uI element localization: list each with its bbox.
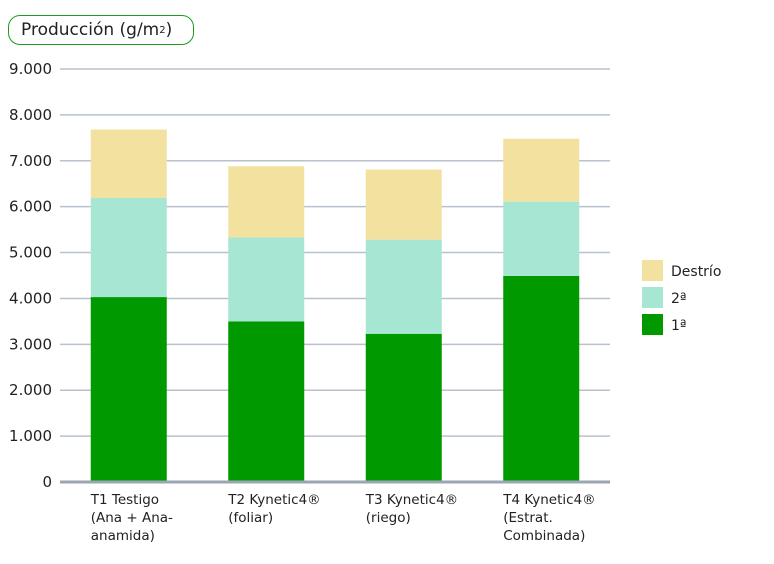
bar-segment bbox=[228, 166, 305, 238]
y-tick-label: 8.000 bbox=[9, 106, 52, 124]
x-tick-label-line: T3 Kynetic4® bbox=[365, 492, 458, 508]
bar-segment bbox=[365, 169, 442, 240]
bar-segment bbox=[228, 321, 305, 482]
bar-segment bbox=[90, 197, 167, 298]
legend-label: 2ª bbox=[671, 291, 687, 307]
y-tick-label: 5.000 bbox=[9, 244, 52, 262]
x-tick-label-line: (foliar) bbox=[228, 510, 273, 526]
legend-label: Destrío bbox=[671, 264, 721, 280]
y-tick-label: 6.000 bbox=[9, 198, 52, 216]
x-tick-label: T1 Testigo (Ana + Ana-anamida) bbox=[90, 492, 173, 544]
y-tick-label: 1.000 bbox=[9, 427, 52, 445]
chart-title-main: Producción (g/m bbox=[21, 20, 160, 40]
y-tick-label: 0 bbox=[42, 473, 52, 491]
bar-segment bbox=[90, 297, 167, 482]
x-tick-label-line: (Estrat. bbox=[503, 510, 553, 526]
bar-segment bbox=[365, 333, 442, 482]
legend-swatch bbox=[642, 260, 663, 281]
y-tick-label: 4.000 bbox=[9, 289, 52, 307]
x-tick-label: T2 Kynetic4® (foliar) bbox=[227, 492, 320, 526]
bar-segment bbox=[90, 129, 167, 198]
y-tick-label: 7.000 bbox=[9, 152, 52, 170]
x-tick-label-line: T1 Testigo bbox=[90, 492, 159, 508]
bar-segment bbox=[503, 201, 580, 276]
bar-segment bbox=[503, 138, 580, 202]
legend-swatch bbox=[642, 314, 663, 335]
legend-swatch bbox=[642, 287, 663, 308]
bar-segment bbox=[365, 239, 442, 334]
x-tick-label-line: T4 Kynetic4® bbox=[502, 492, 595, 508]
chart-title: Producción (g/m 2) bbox=[8, 15, 194, 45]
chart-title-sup: 2 bbox=[159, 24, 166, 36]
x-tick-label-line: Combinada) bbox=[503, 528, 585, 544]
y-tick-label: 3.000 bbox=[9, 335, 52, 353]
x-tick-label-line: (riego) bbox=[366, 510, 411, 526]
x-tick-label: T4 Kynetic4® (Estrat. Combinada) bbox=[502, 492, 595, 544]
y-tick-label: 9.000 bbox=[9, 60, 52, 78]
x-tick-label-line: anamida) bbox=[91, 528, 155, 544]
x-tick-label: T3 Kynetic4® (riego) bbox=[365, 492, 458, 526]
x-tick-label-line: (Ana + Ana- bbox=[91, 510, 173, 526]
x-tick-label-line: T2 Kynetic4® bbox=[227, 492, 320, 508]
legend-label: 1ª bbox=[671, 318, 687, 334]
bar-segment bbox=[228, 237, 305, 322]
y-tick-label: 2.000 bbox=[9, 381, 52, 399]
bar-segment bbox=[503, 275, 580, 482]
chart-title-end: ) bbox=[165, 20, 173, 40]
